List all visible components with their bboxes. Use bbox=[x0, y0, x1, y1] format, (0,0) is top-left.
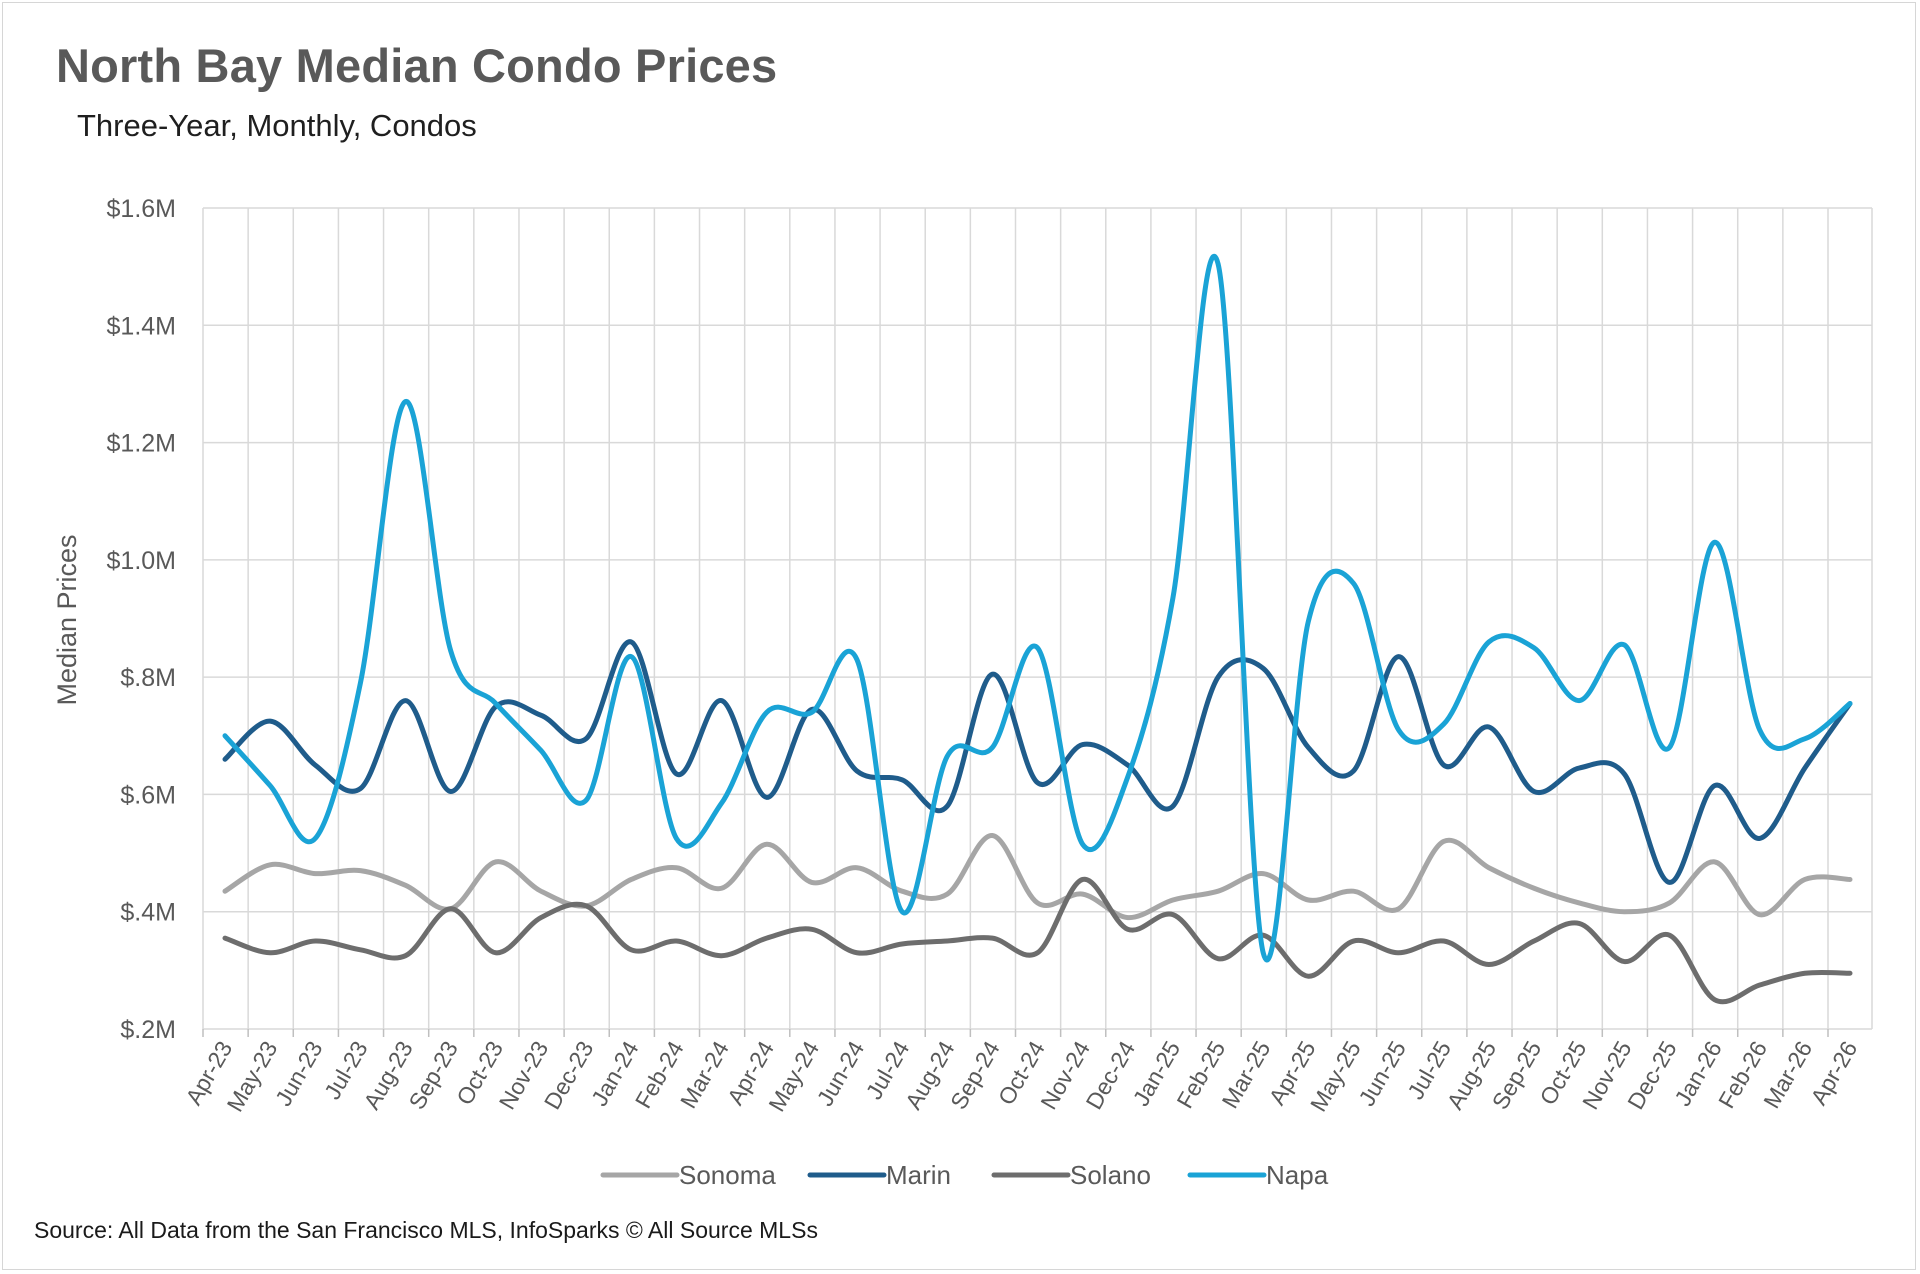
y-tick-label-7: $.2M bbox=[120, 1016, 176, 1044]
y-tick-label-6: $.4M bbox=[120, 899, 176, 927]
legend-label-marin: Marin bbox=[886, 1160, 951, 1190]
y-tick-label-5: $.6M bbox=[120, 781, 176, 809]
series-line-solano bbox=[222, 876, 1853, 1005]
series-lines bbox=[222, 253, 1853, 1005]
source-note: Source: All Data from the San Francisco … bbox=[34, 1217, 818, 1243]
y-axis-label: Median Prices bbox=[52, 534, 82, 705]
y-tick-label-4: $.8M bbox=[120, 664, 176, 692]
y-tick-label-0: $1.6M bbox=[107, 195, 176, 223]
series-line-sonoma bbox=[222, 832, 1853, 921]
legend-label-solano: Solano bbox=[1070, 1160, 1151, 1190]
y-tick-label-3: $1.0M bbox=[107, 547, 176, 575]
legend: Sonoma Marin Solano Napa bbox=[600, 1160, 1329, 1190]
y-axis-ticks: $1.6M $1.4M $1.2M $1.0M $.8M $.6M $.4M $.2M bbox=[107, 195, 176, 1044]
legend-label-sonoma: Sonoma bbox=[679, 1160, 776, 1190]
x-tick-label-36: Apr-26 bbox=[1805, 1037, 1862, 1110]
chart-subtitle: Three-Year, Monthly, Condos bbox=[77, 108, 477, 143]
chart-title: North Bay Median Condo Prices bbox=[56, 39, 778, 92]
x-axis-ticks: Apr-23May-23Jun-23Jul-23Aug-23Sep-23Oct-… bbox=[180, 1036, 1862, 1116]
y-tick-label-1: $1.4M bbox=[107, 312, 176, 340]
legend-label-napa: Napa bbox=[1266, 1160, 1329, 1190]
series-line-napa bbox=[222, 253, 1853, 963]
y-tick-label-2: $1.2M bbox=[107, 430, 176, 458]
